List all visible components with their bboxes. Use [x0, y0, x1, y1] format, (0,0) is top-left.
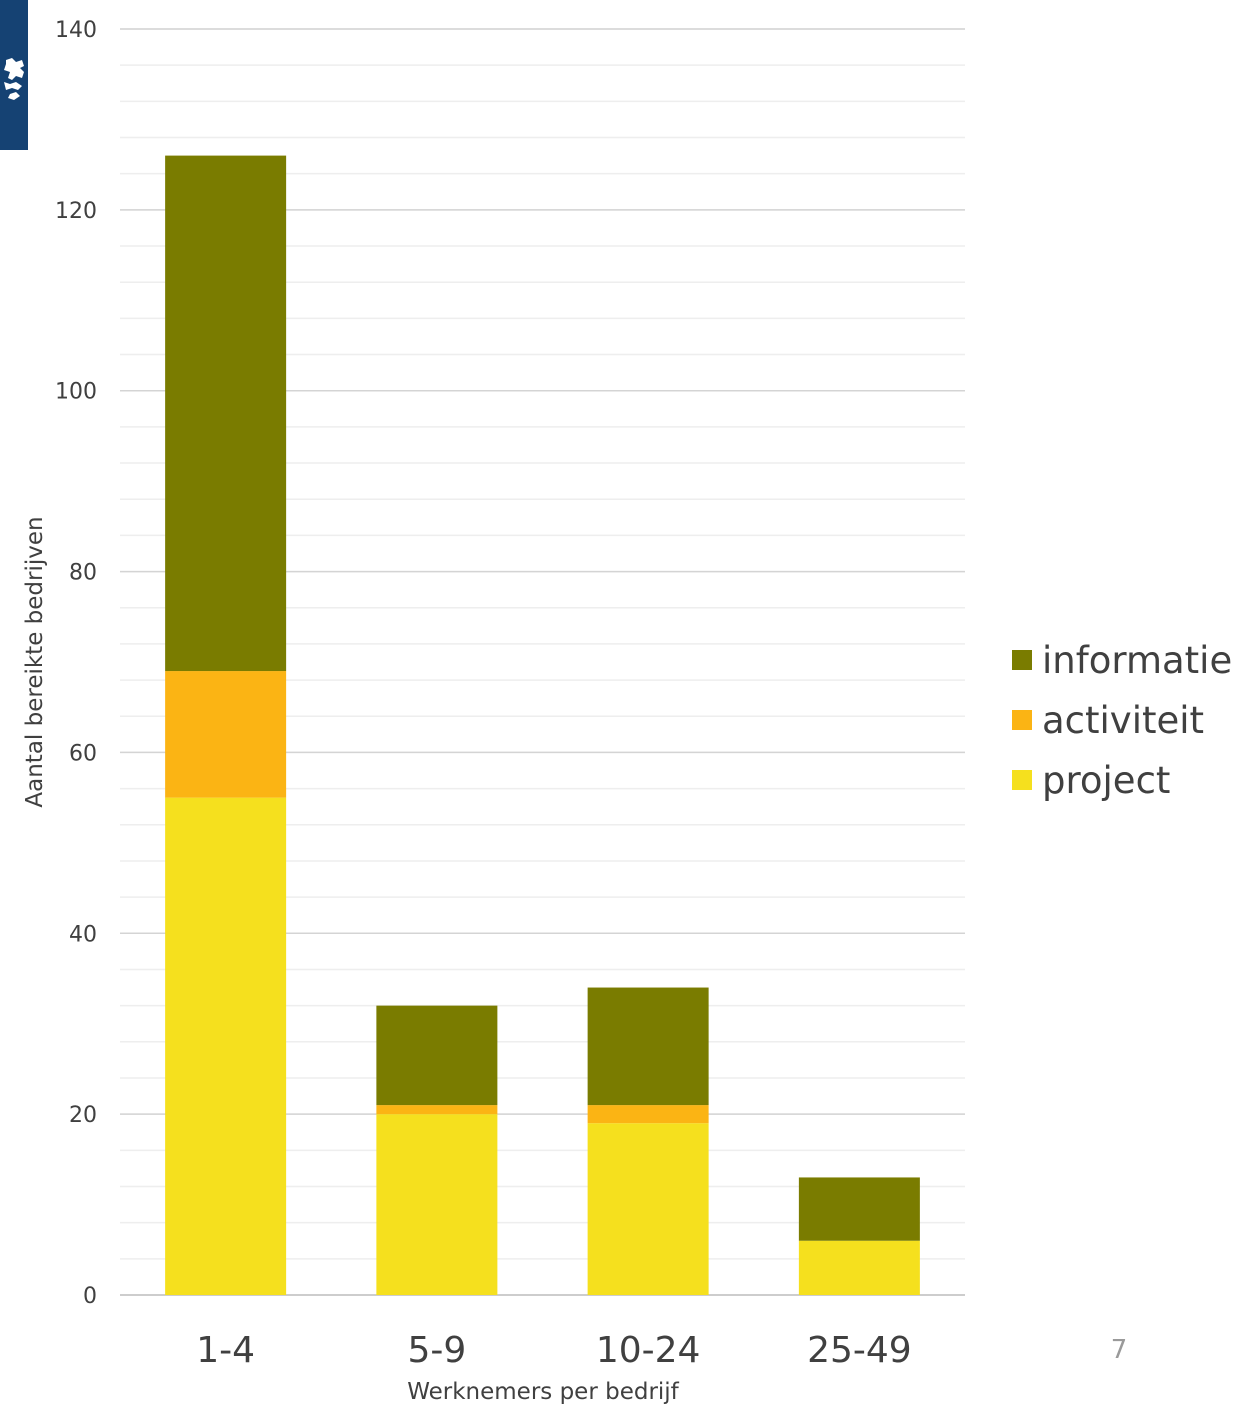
y-axis-title: Aantal bereikte bedrijven	[22, 516, 48, 807]
x-tick-label: 5-9	[407, 1330, 466, 1371]
x-axis-ticks: 1-4 5-9 10-24 25-49	[196, 1330, 911, 1371]
x-tick-label: 25-49	[807, 1330, 912, 1371]
x-axis-title: Werknemers per bedrijf	[407, 1379, 679, 1405]
x-tick-label: 10-24	[596, 1330, 701, 1371]
bar-segment-informatie	[587, 987, 709, 1106]
legend-label-project: project	[1042, 759, 1170, 802]
legend-swatch-activiteit	[1012, 710, 1032, 730]
bars	[165, 155, 920, 1295]
y-tick-label: 140	[55, 18, 97, 43]
y-tick-label: 120	[55, 199, 97, 224]
bar-segment-informatie	[798, 1177, 920, 1241]
legend-swatch-informatie	[1012, 650, 1032, 670]
legend-swatch-project	[1012, 770, 1032, 790]
rijksoverheid-logo	[0, 0, 28, 150]
bar-segment-project	[587, 1123, 709, 1295]
y-tick-label: 80	[69, 561, 97, 586]
bar-segment-activiteit	[376, 1105, 498, 1115]
bar-segment-project	[798, 1240, 920, 1295]
bar-segment-informatie	[165, 155, 287, 672]
legend: informatie activiteit project	[1012, 639, 1232, 802]
legend-label-informatie: informatie	[1042, 639, 1232, 682]
bar-segment-project	[376, 1114, 498, 1295]
y-tick-label: 60	[69, 741, 97, 766]
lion-icon	[4, 58, 24, 100]
y-axis-ticks: 0 20 40 60 80 100 120 140	[55, 18, 97, 1309]
y-tick-label: 100	[55, 380, 97, 405]
y-tick-label: 0	[83, 1284, 97, 1309]
bar-segment-informatie	[376, 1005, 498, 1106]
x-tick-label: 1-4	[196, 1330, 255, 1371]
y-tick-label: 20	[69, 1103, 97, 1128]
y-tick-label: 40	[69, 922, 97, 947]
bar-segment-activiteit	[587, 1105, 709, 1124]
legend-label-activiteit: activiteit	[1042, 699, 1204, 742]
bar-segment-activiteit	[165, 671, 287, 798]
bar-segment-project	[165, 797, 287, 1295]
slide-number: 7	[1111, 1335, 1128, 1365]
